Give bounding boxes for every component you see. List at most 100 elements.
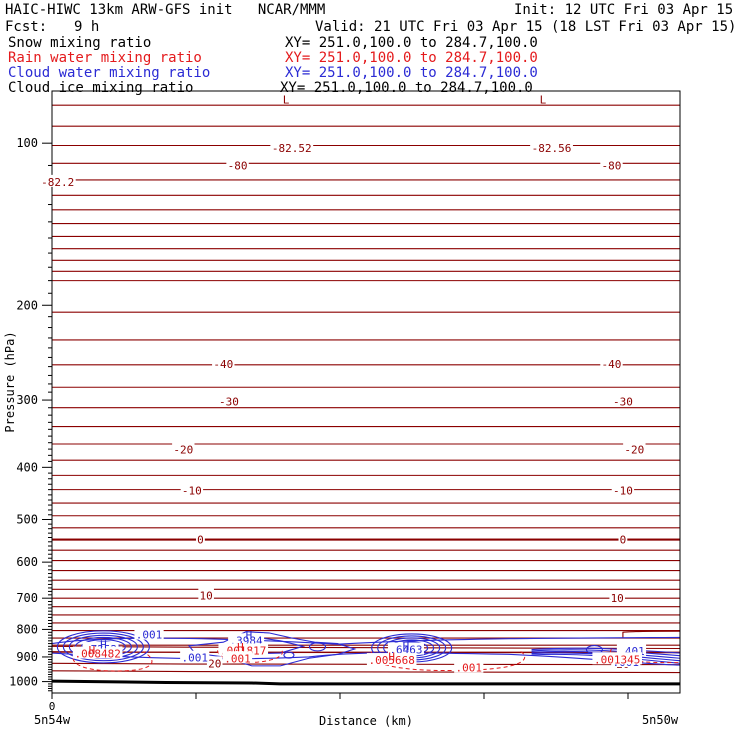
- temperature-contour-label: -30: [219, 396, 239, 409]
- x-axis-label: Distance (km): [319, 714, 413, 728]
- y-tick-label: 600: [16, 555, 38, 569]
- temperature-contour-label-bg: [39, 174, 76, 187]
- cloud-water-contour: [56, 630, 150, 664]
- legend-rain-xy: XY= 251.0,100.0 to 284.7,100.0: [285, 50, 538, 66]
- temperature-contour-label-bg: [270, 140, 314, 153]
- y-tick-label: 100: [16, 136, 38, 150]
- cloud-water-label: .001: [181, 652, 208, 665]
- temperature-contour-label-bg: [600, 356, 623, 369]
- cloud-water-label-bg: [387, 642, 424, 655]
- y-tick-label: 900: [16, 650, 38, 664]
- terrain-line: [51, 679, 680, 686]
- temperature-contour-label: -80: [228, 159, 248, 172]
- x-tick-label: 0: [49, 700, 56, 713]
- forecast-label: Fcst:: [5, 19, 48, 35]
- temperature-contour-label: -80: [602, 159, 622, 172]
- legend-cloud-ice-xy: XY= 251.0,100.0 to 284.7,100.0: [280, 80, 533, 96]
- temperature-contour-label: -40: [213, 358, 233, 371]
- temperature-contour-label: -82.56: [532, 142, 572, 155]
- x-endpoint-label-left: 5n54w: [34, 713, 71, 727]
- high-marker: H: [100, 638, 107, 651]
- temperature-contour-label-bg: [611, 483, 635, 496]
- rain-water-label-bg: [72, 646, 123, 659]
- low-marker: L: [540, 94, 547, 107]
- high-marker: H: [237, 641, 244, 654]
- temperature-contour-label-bg: [206, 656, 223, 669]
- rain-water-label: .001: [224, 652, 251, 665]
- cloud-water-label-bg: [180, 650, 210, 663]
- temperature-contour: [51, 670, 681, 674]
- temperature-contour-label-bg: [180, 483, 204, 496]
- y-tick-label: 700: [16, 591, 38, 605]
- y-tick-label: 500: [16, 513, 38, 527]
- temperature-contour-label: 10: [611, 592, 624, 605]
- temperature-contour: [622, 630, 681, 638]
- cloud-water-contour: [62, 632, 144, 662]
- rain-water-label-bg: [222, 651, 253, 664]
- temperature-contour-label-bg: [611, 394, 635, 407]
- chart-title-left: HAIC-HIWC 13km ARW-GFS init NCAR/MMM: [5, 2, 326, 18]
- high-marker: H: [89, 644, 96, 657]
- y-tick-label: 300: [16, 393, 38, 407]
- y-axis-label: Pressure (hPa): [3, 331, 17, 432]
- rain-water-contour: [72, 651, 153, 672]
- forecast-hour: 9 h: [74, 19, 100, 35]
- legend-snow-name: Snow mixing ratio: [8, 35, 152, 51]
- init-time: Init: 12 UTC Fri 03 Apr 15: [514, 2, 734, 18]
- cloud-water-label-bg: [228, 633, 265, 646]
- low-marker: L: [283, 94, 290, 107]
- rain-water-label-bg: [454, 660, 484, 673]
- rain-water-label: .001: [456, 662, 483, 675]
- temperature-contour-label: 0: [197, 534, 204, 547]
- temperature-contour-label: -40: [602, 358, 622, 371]
- rain-water-label-bg: [366, 653, 417, 666]
- temperature-contour-label-bg: [172, 442, 195, 455]
- y-tick-label: 400: [16, 460, 38, 474]
- temperature-contour-label: 0: [620, 534, 627, 547]
- temperature-contour-label: -20: [624, 444, 644, 457]
- temperature-contour-label-bg: [198, 588, 214, 601]
- temperature-contour: [51, 651, 681, 654]
- temperature-contour-label: -82.2: [41, 176, 74, 189]
- temperature-contour-label-bg: [217, 394, 241, 407]
- cloud-water-label-bg: [134, 627, 164, 640]
- temperature-contour-label-bg: [618, 532, 628, 545]
- temperature-contour-label-bg: [226, 158, 249, 171]
- legend-rain-name: Rain water mixing ratio: [8, 50, 202, 66]
- temperature-contour-label: -20: [173, 444, 193, 457]
- temperature-contour-label: 20: [208, 657, 221, 670]
- y-tick-label: 200: [16, 298, 38, 312]
- temperature-contour-label-bg: [212, 356, 235, 369]
- temperature-contour-label-bg: [530, 140, 573, 153]
- high-marker: H: [403, 640, 410, 653]
- rain-water-label: .005668: [369, 654, 415, 667]
- temperature-contour-label-bg: [600, 158, 623, 171]
- rain-water-label: .008482: [74, 648, 120, 661]
- temperature-contour-label: -10: [613, 485, 633, 498]
- temperature-contour-label-bg: [609, 591, 625, 604]
- legend-cloud-water-name: Cloud water mixing ratio: [8, 65, 211, 81]
- cloud-water-contour: [308, 642, 327, 652]
- temperature-contour-label: -10: [182, 485, 202, 498]
- temperature-contour-label: -82.52: [272, 142, 312, 155]
- temperature-contour-label: 10: [200, 590, 213, 603]
- temperature-contour-label: -30: [613, 396, 633, 409]
- y-tick-label: 800: [16, 622, 38, 636]
- y-tick-label: 1000: [9, 675, 38, 689]
- high-marker: H: [246, 629, 253, 642]
- plot-frame: [51, 90, 681, 694]
- cloud-water-contour: [51, 652, 681, 666]
- cloud-water-label: .001: [136, 629, 163, 642]
- rain-water-label: .001345: [594, 653, 640, 666]
- legend-cloud-ice-name: Cloud ice mixing ratio: [8, 80, 194, 96]
- cloud-water-contour: [51, 636, 681, 645]
- rain-water-label-bg: [592, 652, 642, 665]
- high-marker: H: [388, 650, 395, 663]
- legend-snow-xy: XY= 251.0,100.0 to 284.7,100.0: [285, 35, 538, 51]
- temperature-contour-label-bg: [623, 442, 646, 455]
- x-endpoint-label-right: 5n50w: [642, 713, 679, 727]
- legend-cloud-water-xy: XY= 251.0,100.0 to 284.7,100.0: [285, 65, 538, 81]
- valid-time: Valid: 21 UTC Fri 03 Apr 15 (18 LST Fri …: [315, 19, 737, 35]
- temperature-contour: [51, 662, 681, 666]
